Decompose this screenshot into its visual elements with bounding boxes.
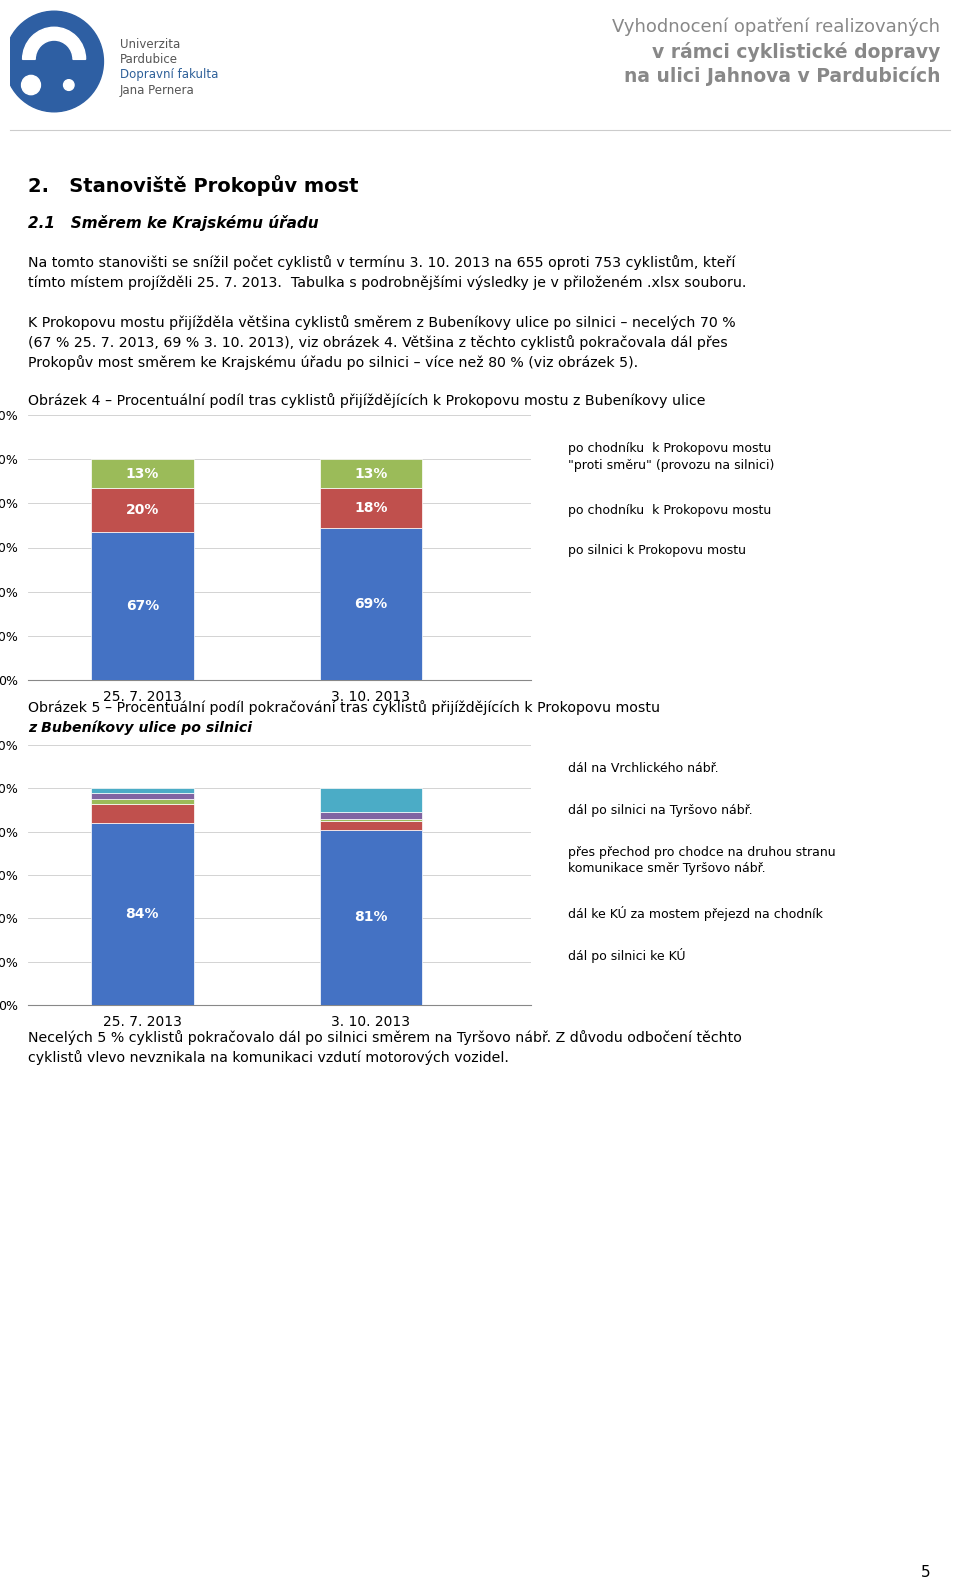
Text: 18%: 18% <box>354 501 388 515</box>
Text: 81%: 81% <box>354 910 388 925</box>
Bar <box>91 804 194 823</box>
Text: 67%: 67% <box>126 599 159 613</box>
Text: dál po silnici ke KÚ: dál po silnici ke KÚ <box>568 949 685 963</box>
Text: cyklistů vlevo nevznikala na komunikaci vzdutí motorových vozidel.: cyklistů vlevo nevznikala na komunikaci … <box>28 1050 509 1065</box>
Bar <box>320 459 422 488</box>
Bar <box>320 528 422 680</box>
Text: 84%: 84% <box>126 907 159 922</box>
Circle shape <box>21 75 40 95</box>
Wedge shape <box>23 27 85 59</box>
Text: po silnici k Prokopovu mostu: po silnici k Prokopovu mostu <box>568 543 746 558</box>
Bar <box>91 793 194 799</box>
Text: Na tomto stanovišti se snížil počet cyklistů v termínu 3. 10. 2013 na 655 oproti: Na tomto stanovišti se snížil počet cykl… <box>28 254 735 270</box>
Text: v rámci cyklistické dopravy: v rámci cyklistické dopravy <box>652 41 940 62</box>
Text: Obrázek 5 – Procentuální podíl pokračování tras cyklistů přijíždějících k Prokop: Obrázek 5 – Procentuální podíl pokračová… <box>28 701 660 715</box>
Bar <box>91 799 194 804</box>
Text: z Bubeníkovy ulice po silnici: z Bubeníkovy ulice po silnici <box>28 720 252 734</box>
Text: 13%: 13% <box>126 467 159 480</box>
Text: Prokopův most směrem ke Krajskému úřadu po silnici – více než 80 % (viz obrázek : Prokopův most směrem ke Krajskému úřadu … <box>28 354 638 370</box>
Bar <box>91 788 194 793</box>
Bar <box>320 829 422 1004</box>
Text: přes přechod pro chodce na druhou stranu
komunikace směr Tyršovo nábř.: přes přechod pro chodce na druhou stranu… <box>568 845 835 876</box>
Bar <box>91 532 194 680</box>
Text: 2.   Stanoviště Prokopův most: 2. Stanoviště Prokopův most <box>28 175 358 195</box>
Text: po chodníku  k Prokopovu mostu: po chodníku k Prokopovu mostu <box>568 504 771 516</box>
Text: po chodníku  k Prokopovu mostu
"proti směru" (provozu na silnici): po chodníku k Prokopovu mostu "proti smě… <box>568 442 775 472</box>
Text: Pardubice: Pardubice <box>120 52 178 67</box>
Bar <box>320 488 422 528</box>
Bar <box>91 823 194 1004</box>
Text: 5: 5 <box>921 1565 930 1579</box>
Text: tímto místem projížděli 25. 7. 2013.  Tabulka s podrobnějšími výsledky je v přil: tímto místem projížděli 25. 7. 2013. Tab… <box>28 275 746 289</box>
Circle shape <box>5 11 104 111</box>
Text: dál na Vrchlického nábř.: dál na Vrchlického nábř. <box>568 763 719 775</box>
Text: Dopravní fakulta: Dopravní fakulta <box>120 68 218 81</box>
Text: 20%: 20% <box>126 504 159 516</box>
Text: Vyhodnocení opatření realizovaných: Vyhodnocení opatření realizovaných <box>612 17 940 37</box>
Text: K Prokopovu mostu přijížděla většina cyklistů směrem z Bubeníkovy ulice po silni: K Prokopovu mostu přijížděla většina cyk… <box>28 315 735 331</box>
Text: Univerzita: Univerzita <box>120 38 180 51</box>
Text: 69%: 69% <box>354 597 388 610</box>
Bar <box>91 459 194 488</box>
Text: dál po silnici na Tyršovo nábř.: dál po silnici na Tyršovo nábř. <box>568 804 753 817</box>
Bar <box>91 488 194 532</box>
Bar <box>320 822 422 829</box>
Bar <box>320 818 422 822</box>
Text: 13%: 13% <box>354 467 388 480</box>
Text: Obrázek 4 – Procentuální podíl tras cyklistů přijíždějících k Prokopovu mostu z : Obrázek 4 – Procentuální podíl tras cykl… <box>28 392 706 408</box>
Bar <box>320 812 422 818</box>
Text: (67 % 25. 7. 2013, 69 % 3. 10. 2013), viz obrázek 4. Většina z těchto cyklistů p: (67 % 25. 7. 2013, 69 % 3. 10. 2013), vi… <box>28 335 728 350</box>
Text: Jana Pernera: Jana Pernera <box>120 84 195 97</box>
Text: 2.1   Směrem ke Krajskému úřadu: 2.1 Směrem ke Krajskému úřadu <box>28 215 319 230</box>
Bar <box>320 788 422 812</box>
Text: na ulici Jahnova v Pardubicích: na ulici Jahnova v Pardubicích <box>623 67 940 86</box>
Circle shape <box>63 79 74 91</box>
Text: Necelých 5 % cyklistů pokračovalo dál po silnici směrem na Tyršovo nábř. Z důvod: Necelých 5 % cyklistů pokračovalo dál po… <box>28 1030 742 1046</box>
Text: dál ke KÚ za mostem přejezd na chodník: dál ke KÚ za mostem přejezd na chodník <box>568 906 823 922</box>
